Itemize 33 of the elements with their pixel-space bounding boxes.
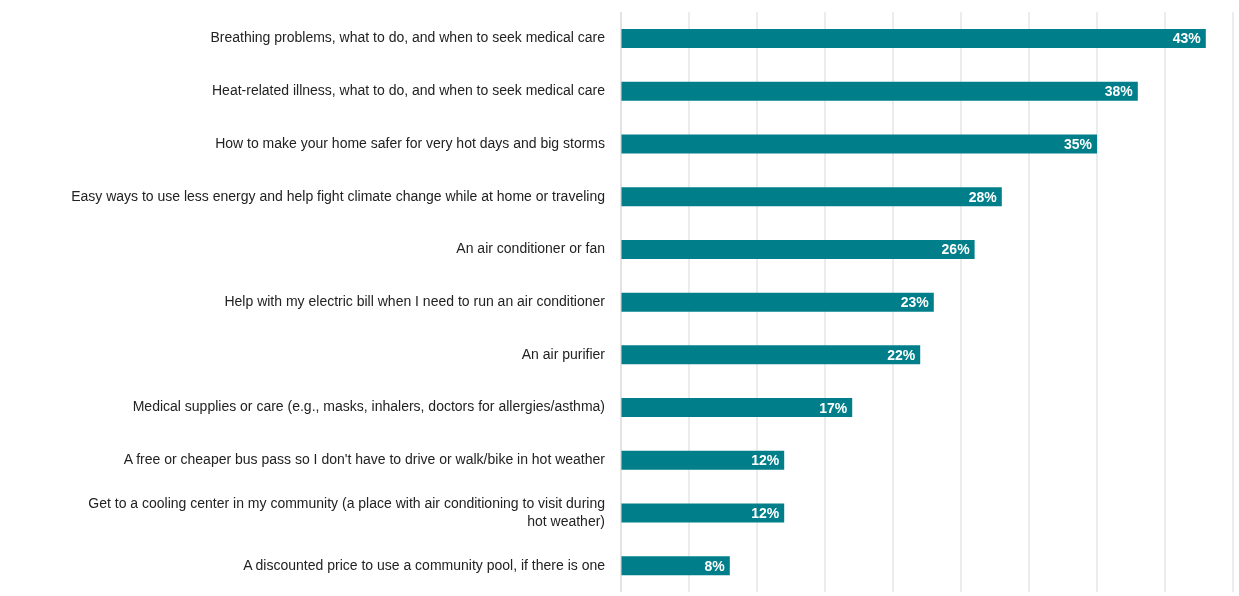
y-tick-label: Easy ways to use less energy and help fight climate change while at home or traveling (71, 187, 605, 204)
y-tick-label: Help with my electric bill when I need to run an air conditioner (224, 292, 606, 309)
y-tick-label: An air conditioner or fan (456, 239, 605, 256)
data-label: 12% (751, 505, 780, 522)
y-tick-label: A free or cheaper bus pass so I don't have to drive or walk/bike in hot weather (123, 450, 606, 467)
bar (621, 292, 934, 312)
bar (621, 29, 1206, 48)
bar (621, 345, 921, 365)
y-tick-label: A discounted price to use a community pool, if there is one (243, 556, 606, 573)
bar (621, 239, 975, 259)
data-label: 17% (819, 399, 848, 416)
y-tick-label: Medical supplies or care (e.g., masks, inhalers, doctors for allergies/asthma) (132, 398, 605, 415)
data-label: 26% (941, 241, 971, 258)
bar (621, 503, 785, 523)
bar (621, 398, 853, 418)
y-tick-label: An air purifier (521, 345, 606, 362)
bar (621, 134, 1097, 154)
bar (621, 187, 1002, 207)
data-label: 28% (968, 188, 998, 205)
y-tick-label: Heat-related illness, what to do, and when to seek medical care (212, 81, 606, 98)
y-tick-label: How to make your home safer for very hot days and big storms (215, 134, 605, 151)
y-tick-label: Breathing problems, what to do, and when to seek medical care (210, 29, 606, 46)
y-tick-label: Get to a cooling center in my community (a place with air conditioning to visit during hot weather) (88, 494, 605, 529)
data-label: 8% (704, 557, 726, 574)
data-label: 35% (1063, 135, 1093, 152)
data-label: 38% (1104, 83, 1134, 100)
bar (621, 81, 1138, 101)
data-label: 22% (887, 346, 916, 363)
data-label: 12% (751, 452, 780, 469)
data-label: 23% (900, 294, 930, 311)
data-label: 43% (1172, 30, 1202, 47)
bar (621, 450, 785, 470)
bar (621, 556, 730, 576)
